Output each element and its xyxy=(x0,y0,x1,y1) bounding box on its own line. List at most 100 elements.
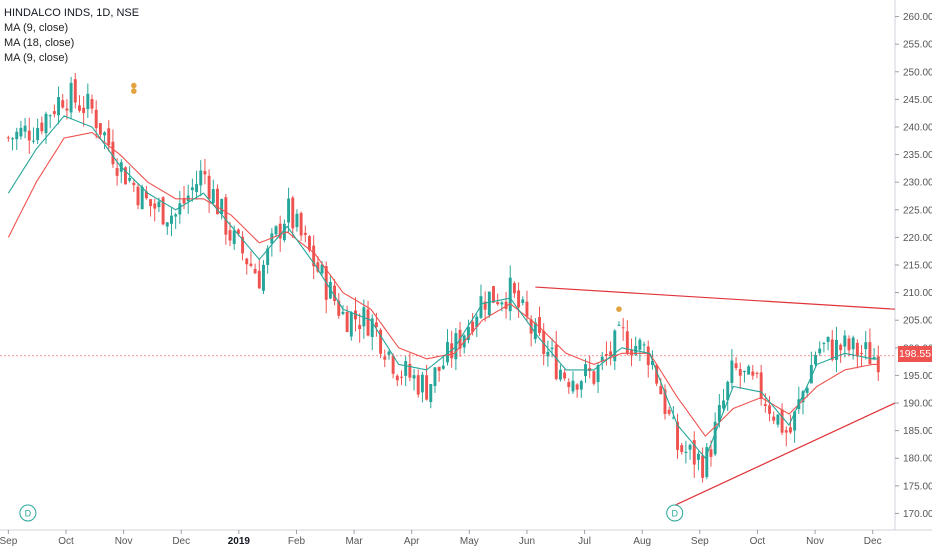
dividend-marker xyxy=(666,504,684,522)
candle-body xyxy=(730,360,734,383)
x-tick-label: Nov xyxy=(806,536,824,547)
candle-body xyxy=(82,107,86,114)
candle-body xyxy=(320,264,324,274)
candle-body xyxy=(144,191,148,199)
candle-body xyxy=(868,342,872,364)
candle-body xyxy=(860,352,864,354)
candle-body xyxy=(103,132,107,136)
candle-body xyxy=(362,307,366,327)
y-tick-label: 175.00 xyxy=(903,481,932,492)
candle-body xyxy=(262,264,265,291)
candle-body xyxy=(358,324,362,330)
candle-body xyxy=(571,380,575,392)
candle-body xyxy=(550,347,554,350)
x-tick-label: May xyxy=(460,536,479,547)
candle-body xyxy=(182,198,186,204)
candle-body xyxy=(851,337,855,350)
legend-title: HINDALCO INDS, 1D, NSE xyxy=(4,7,140,19)
candle-body xyxy=(149,199,153,207)
candle-body xyxy=(814,354,818,365)
candle-body xyxy=(245,258,249,265)
candle-body xyxy=(768,405,771,414)
candle-body xyxy=(383,356,387,360)
dividend-marker-label: D xyxy=(671,509,678,519)
candle-body xyxy=(617,324,621,326)
candle-body xyxy=(77,105,81,111)
candle-body xyxy=(274,226,278,235)
y-tick-label: 195.00 xyxy=(903,371,932,382)
candle-body xyxy=(174,214,178,217)
x-tick-label: Sep xyxy=(691,536,709,547)
candle-body xyxy=(793,411,797,431)
candle-body xyxy=(751,371,755,376)
candle-body xyxy=(57,97,61,116)
legend-ma-1[interactable]: MA (9, close) xyxy=(4,22,69,34)
candle-body xyxy=(337,300,341,316)
candle-body xyxy=(788,427,792,433)
chart-legend: HINDALCO INDS, 1D, NSE MA (9, close) MA … xyxy=(4,6,139,66)
candle-body xyxy=(425,375,429,400)
candle-body xyxy=(161,197,165,225)
candle-body xyxy=(776,414,780,425)
candle-body xyxy=(224,197,228,235)
ma-18-line xyxy=(7,131,879,437)
x-tick-label: Jul xyxy=(578,536,591,547)
candle-body xyxy=(642,344,646,346)
candle-body xyxy=(408,363,412,378)
candle-body xyxy=(61,100,65,108)
y-tick-label: 240.00 xyxy=(903,122,932,133)
candle-body xyxy=(73,79,77,103)
y-tick-label: 180.00 xyxy=(903,454,932,465)
candle-body xyxy=(554,344,558,379)
y-tick-label: 190.00 xyxy=(903,399,932,410)
candle-body xyxy=(207,175,211,200)
candle-body xyxy=(667,409,671,414)
candle-body xyxy=(592,371,596,384)
candle-body xyxy=(433,367,437,387)
legend-ma-3[interactable]: MA (9, close) xyxy=(4,52,69,64)
candle-body xyxy=(496,302,500,305)
candle-body xyxy=(604,353,608,356)
x-tick-label: Sep xyxy=(0,536,18,547)
x-tick-label: Oct xyxy=(58,536,74,547)
candle-body xyxy=(90,99,94,109)
candle-body xyxy=(165,222,169,227)
candle-body xyxy=(717,405,721,422)
candle-body xyxy=(738,369,742,376)
candle-body xyxy=(830,339,834,360)
candle-body xyxy=(701,455,705,478)
candle-body xyxy=(843,335,847,347)
candle-body xyxy=(826,336,830,342)
candle-body xyxy=(128,177,132,181)
candle-body xyxy=(349,312,353,337)
candle-body xyxy=(40,122,44,132)
candle-body xyxy=(655,365,659,384)
candle-body xyxy=(504,301,508,310)
candle-body xyxy=(471,321,475,332)
x-tick-label: Nov xyxy=(115,536,133,547)
candle-body xyxy=(86,93,90,110)
candle-body xyxy=(354,310,357,320)
candle-body xyxy=(855,342,859,357)
candle-body xyxy=(395,375,399,381)
candle-body xyxy=(94,109,98,129)
candle-body xyxy=(864,342,868,350)
candle-body xyxy=(822,343,826,345)
dividend-marker xyxy=(19,504,37,522)
candle-body xyxy=(446,342,449,363)
candle-body xyxy=(370,318,374,338)
legend-ma-2[interactable]: MA (18, close) xyxy=(4,37,75,49)
candle-body xyxy=(124,167,127,185)
candle-body xyxy=(542,330,546,355)
candle-body xyxy=(416,375,420,395)
candle-body xyxy=(755,372,759,374)
candle-body xyxy=(203,171,207,175)
candle-body xyxy=(115,168,119,176)
candle-body xyxy=(742,370,746,372)
candle-body xyxy=(441,365,445,369)
candle-body xyxy=(236,229,240,235)
candle-body xyxy=(69,82,73,113)
candle-body xyxy=(132,182,136,186)
